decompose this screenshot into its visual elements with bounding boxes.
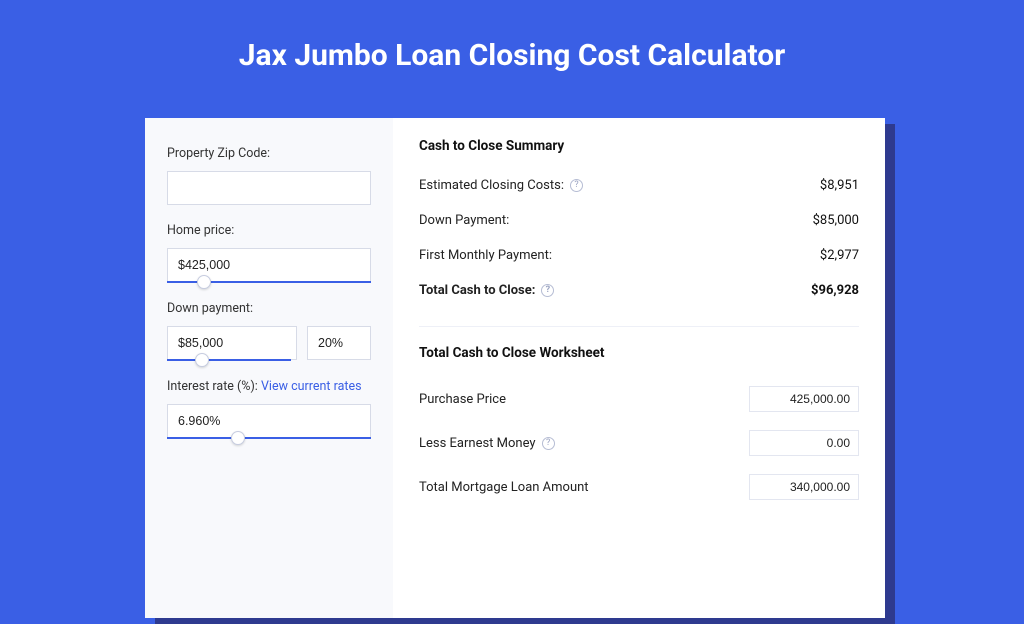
purchase-price-input[interactable] [749, 386, 859, 412]
home-price-slider[interactable] [167, 281, 371, 283]
earnest-money-input[interactable] [749, 430, 859, 456]
summary-title: Cash to Close Summary [419, 138, 859, 154]
field-down-payment: Down payment: [167, 301, 371, 361]
down-payment-pct-input[interactable] [307, 326, 371, 360]
summary-row-label: First Monthly Payment: [419, 248, 552, 263]
summary-row-value: $85,000 [813, 213, 859, 228]
field-home-price: Home price: [167, 223, 371, 283]
field-interest: Interest rate (%): View current rates [167, 379, 371, 439]
zip-input[interactable] [167, 171, 371, 205]
home-price-slider-thumb[interactable] [197, 275, 211, 289]
page-title: Jax Jumbo Loan Closing Cost Calculator [0, 0, 1024, 103]
summary-total-value: $96,928 [811, 283, 859, 298]
interest-input[interactable] [167, 404, 371, 438]
help-icon[interactable]: ? [541, 284, 554, 297]
worksheet-section: Total Cash to Close Worksheet Purchase P… [419, 326, 859, 509]
summary-row: Estimated Closing Costs:? $8,951 [419, 168, 859, 203]
worksheet-title: Total Cash to Close Worksheet [419, 345, 859, 361]
interest-slider[interactable] [167, 437, 371, 439]
help-icon[interactable]: ? [570, 179, 583, 192]
summary-row-label: Down Payment: [419, 213, 509, 228]
worksheet-row-label: Total Mortgage Loan Amount [419, 480, 589, 495]
interest-label: Interest rate (%): View current rates [167, 379, 371, 394]
main-panel: Cash to Close Summary Estimated Closing … [393, 118, 885, 618]
mortgage-amount-input[interactable] [749, 474, 859, 500]
worksheet-row: Total Mortgage Loan Amount [419, 465, 859, 509]
summary-total-label: Total Cash to Close: [419, 283, 535, 298]
summary-row-label: Estimated Closing Costs: [419, 178, 564, 193]
down-payment-label: Down payment: [167, 301, 371, 316]
summary-row: First Monthly Payment: $2,977 [419, 238, 859, 273]
summary-row-value: $8,951 [820, 178, 859, 193]
worksheet-row: Purchase Price [419, 377, 859, 421]
worksheet-row-label: Purchase Price [419, 392, 506, 407]
down-payment-input[interactable] [167, 326, 297, 360]
down-payment-slider[interactable] [167, 359, 291, 361]
down-payment-slider-thumb[interactable] [195, 353, 209, 367]
calculator-card: Property Zip Code: Home price: Down paym… [145, 118, 885, 618]
worksheet-row-label: Less Earnest Money [419, 436, 536, 451]
worksheet-row: Less Earnest Money? [419, 421, 859, 465]
home-price-label: Home price: [167, 223, 371, 238]
help-icon[interactable]: ? [542, 437, 555, 450]
view-rates-link[interactable]: View current rates [261, 379, 362, 394]
summary-total-row: Total Cash to Close:? $96,928 [419, 273, 859, 308]
inputs-sidebar: Property Zip Code: Home price: Down paym… [145, 118, 393, 618]
field-zip: Property Zip Code: [167, 146, 371, 205]
summary-row: Down Payment: $85,000 [419, 203, 859, 238]
summary-row-value: $2,977 [820, 248, 859, 263]
interest-label-text: Interest rate (%): [167, 379, 258, 394]
interest-slider-thumb[interactable] [231, 431, 245, 445]
zip-label: Property Zip Code: [167, 146, 371, 161]
